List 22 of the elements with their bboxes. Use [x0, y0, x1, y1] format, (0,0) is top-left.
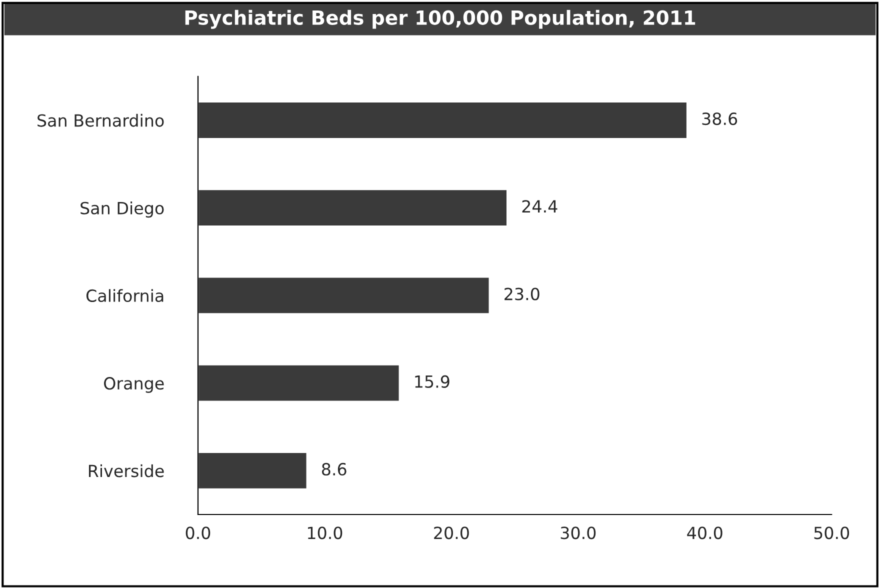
bar [198, 101, 688, 140]
y-tick-label: Riverside [88, 464, 164, 478]
y-tick-label: San Bernardino [38, 114, 164, 127]
bar [198, 276, 490, 315]
bar [198, 188, 508, 227]
x-tick-label: 20.0 [434, 526, 469, 540]
x-tick-label: 40.0 [687, 526, 722, 540]
x-tick-label: 50.0 [814, 526, 850, 540]
x-tick-label: 30.0 [560, 526, 596, 540]
data-label: 24.4 [522, 200, 558, 212]
x-tick-label: 0.0 [186, 526, 210, 540]
chart-title: Psychiatric Beds per 100,000 Population, 2011 [185, 10, 696, 29]
bar [198, 452, 308, 490]
data-label: 23.0 [504, 288, 540, 300]
y-tick-label: San Diego [80, 202, 164, 218]
y-tick-label: Orange [104, 377, 164, 393]
bar [198, 364, 400, 402]
data-label: 38.6 [702, 112, 738, 126]
x-tick-label: 10.0 [308, 526, 342, 540]
data-label: 15.9 [415, 375, 450, 388]
y-tick-label: California [86, 289, 164, 302]
data-label: 8.6 [322, 462, 346, 476]
